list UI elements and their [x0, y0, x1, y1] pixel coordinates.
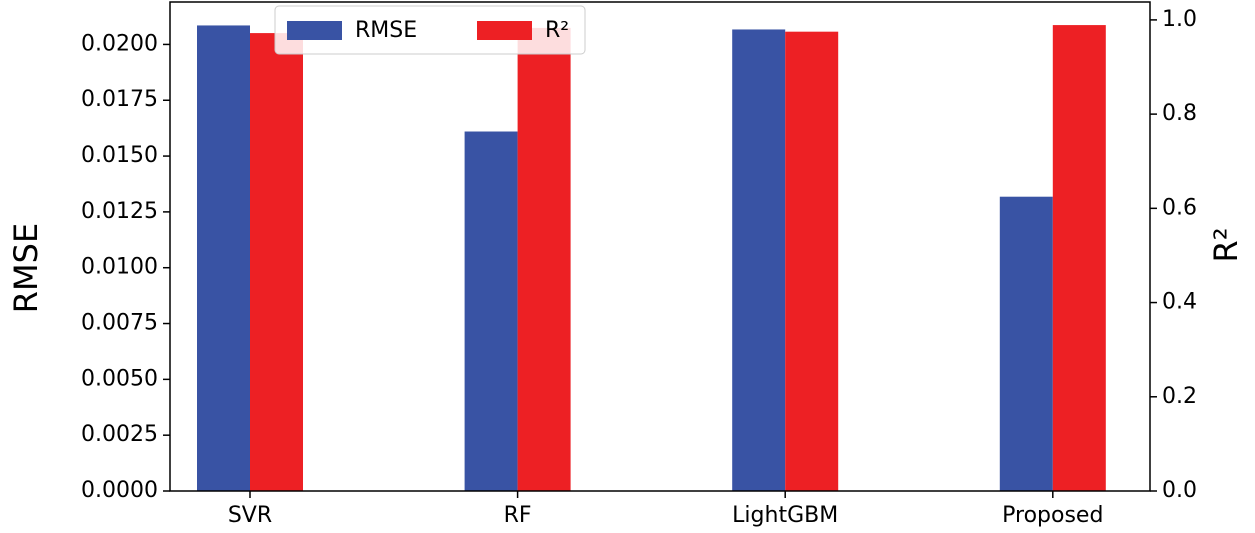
- plot-frame: [169, 1, 1151, 492]
- bar: [197, 25, 250, 492]
- y-tick-label: 0.0075: [81, 311, 158, 336]
- y2-axis-label: R²: [1207, 227, 1245, 262]
- x-tick-label: Proposed: [1002, 503, 1103, 528]
- y-tick-label: 0.0050: [81, 366, 158, 391]
- y-tick-label: 0.0175: [81, 87, 158, 112]
- legend-label: RMSE: [355, 18, 417, 43]
- bar: [464, 131, 518, 492]
- bar: [517, 27, 571, 492]
- x-tick-label: RF: [504, 503, 532, 528]
- y2-tick-label: 0.2: [1162, 384, 1197, 409]
- y-tick-label: 0.0125: [81, 199, 158, 224]
- bar: [1052, 25, 1106, 492]
- legend-swatch: [477, 21, 532, 40]
- y2-tick-label: 1.0: [1162, 7, 1197, 32]
- y-axis-label: RMSE: [7, 223, 45, 313]
- x-tick-label: SVR: [228, 503, 272, 528]
- bar: [732, 29, 786, 491]
- y-tick-label: 0.0100: [81, 255, 158, 280]
- bar: [785, 31, 839, 491]
- y2-tick-label: 0.4: [1162, 290, 1197, 315]
- legend-box: [274, 5, 586, 55]
- bar: [250, 33, 303, 491]
- y-tick-label: 0.0200: [81, 31, 158, 56]
- bar: [999, 196, 1053, 491]
- y-tick-label: 0.0150: [81, 143, 158, 168]
- y2-tick-label: 0.6: [1162, 195, 1197, 220]
- y2-tick-label: 0.0: [1162, 478, 1197, 503]
- y-tick-label: 0.0025: [81, 422, 158, 447]
- x-tick-label: LightGBM: [732, 503, 838, 528]
- legend-label: R²: [545, 18, 569, 43]
- y-tick-label: 0.0000: [81, 478, 158, 503]
- y2-tick-label: 0.8: [1162, 101, 1197, 126]
- legend-swatch: [287, 21, 342, 40]
